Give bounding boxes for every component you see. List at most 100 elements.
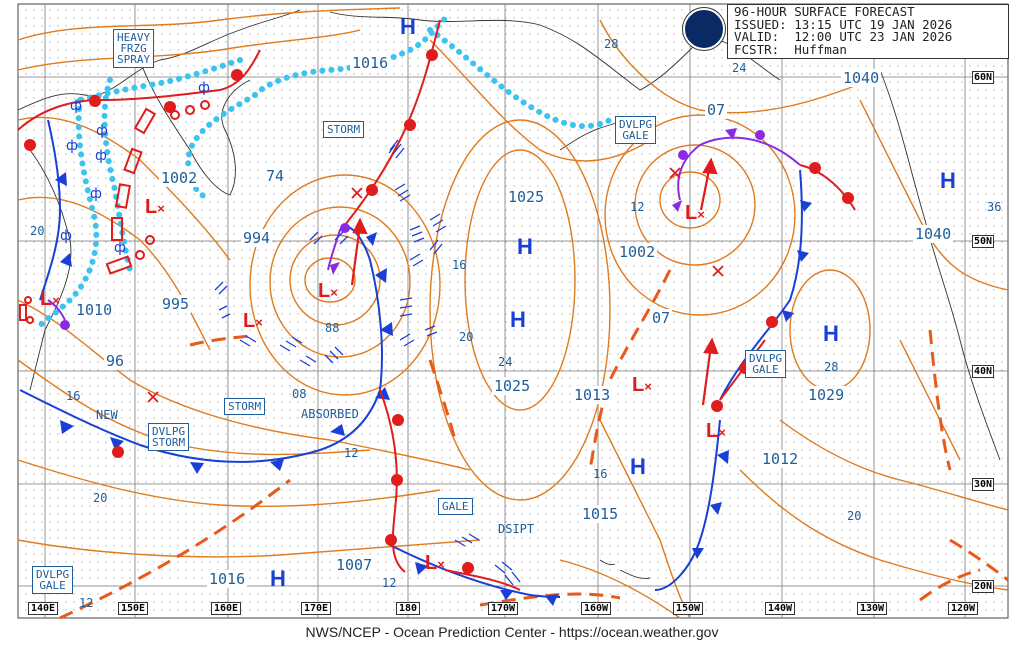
isobar-value: 07 [705,101,728,119]
x-symbol: × [697,207,705,222]
isobar-ring [269,206,411,358]
lon-label: 170W [488,602,519,615]
high-pressure-center: H [400,14,416,39]
lon-label: 180 [396,602,421,615]
low-pressure-center: L× [632,374,652,397]
isobar-value-small: 20 [93,491,108,505]
new-label: NEW [96,408,118,422]
isobar-value: 1013 [572,386,613,404]
dsipt-label: DSIPT [498,522,535,536]
low-letter: L [425,552,438,574]
isobar-value: 1002 [159,169,200,187]
lon-label: 150W [673,602,704,615]
forecast-title: 96-HOUR SURFACE FORECAST [734,4,915,19]
low-pressure-center: L× [685,202,705,225]
isobar-value: 1012 [760,450,801,468]
x-symbol: × [157,201,165,216]
warm-front-semicircles [24,49,854,574]
occluded-fronts [47,136,801,321]
wind-barbs [214,139,521,586]
isobar-value: 1025 [506,188,547,206]
high-pressure-center: H [630,454,646,479]
storm-warning: STORM [323,121,365,138]
isobar-value: 1040 [841,69,882,87]
x-symbol: × [330,285,338,300]
dvlpg-gale-warning: DVLPG GALE [32,566,74,594]
isobar-value-small: 12 [79,596,94,610]
lon-label: 140E [28,602,59,615]
isobar-ring [634,144,756,266]
warning-line: GALE [39,579,66,592]
cold-front-triangles [55,172,812,606]
low-letter: L [318,280,331,302]
noaa-logo [683,8,725,50]
high-pressure-center: H [517,234,533,259]
gale-warning: GALE [438,498,473,515]
low-letter: L [145,196,158,218]
svg-text:ф: ф [66,138,78,154]
isobar-value: 995 [160,295,192,313]
isobar-value: 1007 [334,556,375,574]
forecaster: FCSTR: Huffman [734,41,847,57]
dvlpg-gale-warning: DVLPG GALE [745,350,787,378]
isobar-ring [604,114,796,316]
svg-text:ф: ф [90,186,102,202]
isobar-ring [304,257,356,303]
svg-text:ф: ф [95,148,107,164]
isobar-value-small: 88 [325,321,340,335]
svg-text:ф: ф [60,228,72,244]
occluded-symbols [60,128,765,330]
warning-line: STORM [152,436,186,449]
isobar-value-small: 20 [30,224,45,238]
graticule [18,4,1008,618]
issued-time: ISSUED: 13:15 UTC 19 JAN 2026 [734,16,953,32]
low-letter: L [706,420,719,442]
isobar-value-small: 20 [459,330,474,344]
isobar-ring [249,174,441,396]
isobar-value-small: 12 [630,200,645,214]
warning-line: DVLPG [36,568,70,581]
isobar-ring [289,234,381,326]
lat-label: 60N [972,71,995,84]
x-symbol: × [644,379,652,394]
low-pressure-center: L× [706,420,726,443]
isobar-value: 96 [104,352,127,370]
isobar-value-small: 12 [344,446,359,460]
low-letter: L [632,374,645,396]
isobar-value-small: 24 [732,61,747,75]
high-pressure-center: H [270,566,286,591]
forecast-info-box: 96-HOUR SURFACE FORECAST ISSUED: 13:15 UT… [727,4,1009,59]
isobar-value-small: 28 [604,37,619,51]
isobar-value-small: 36 [987,200,1002,214]
isobar-value: 1015 [580,505,621,523]
high-pressure-center: H [940,168,956,193]
x-symbol: × [718,425,726,440]
x-symbol: × [255,315,263,330]
isobar-value-small: 16 [593,467,608,481]
low-pressure-center: L× [425,552,445,575]
lon-label: 170E [301,602,332,615]
warning-line: DVLPG [619,118,653,131]
valid-time: VALID: 12:00 UTC 23 JAN 2026 [734,29,953,45]
x-symbol: × [437,557,445,572]
isobar-value-small: 16 [66,389,81,403]
isobar-ring [659,171,721,229]
isobar-value: 1016 [350,54,391,72]
low-pressure-center: L× [40,288,60,311]
low-pressure-center: L× [145,196,165,219]
lat-label: 40N [972,365,995,378]
footer-credit: NWS/NCEP - Ocean Prediction Center - htt… [305,624,719,640]
isobar-value: 1016 [207,570,248,588]
ice-accretion [19,100,210,324]
svg-text:ф: ф [96,123,108,139]
lat-label: 30N [972,478,995,491]
isobar-value: 1029 [806,386,847,404]
storm-warning: STORM [224,398,266,415]
high-pressure-center: H [823,321,839,346]
low-letter: L [40,288,53,310]
high-pressure-center: H [510,307,526,332]
svg-text:ф: ф [114,240,126,256]
isobar-value: 74 [264,167,287,185]
isobar-value: 07 [650,309,673,327]
svg-text:ф: ф [70,98,82,114]
